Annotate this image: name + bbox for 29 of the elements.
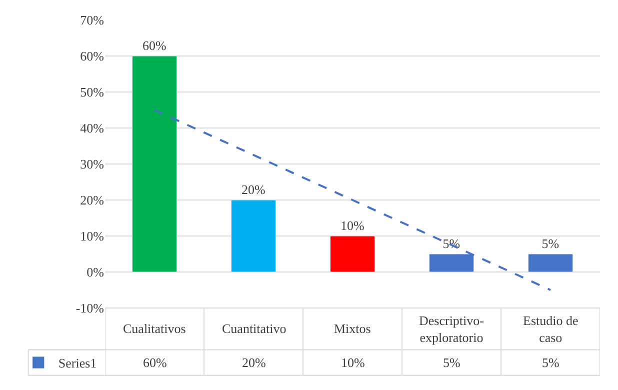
bar [132,56,178,272]
bar [230,200,276,272]
y-tick-label: -10% [76,300,104,316]
y-tick-label: 20% [80,192,104,208]
bar [428,254,474,272]
y-tick-label: 60% [80,48,104,64]
x-tick-label: Cualitativos [123,321,186,336]
x-tick-label: Estudio de caso [523,313,578,345]
bar [330,236,376,272]
y-tick-label: 40% [80,120,104,136]
y-tick-label: 70% [80,12,104,28]
y-tick-label: 30% [80,156,104,172]
x-tick-label: Descriptivo-exploratorio [419,313,484,345]
data-label: 5% [542,355,560,370]
bar [528,254,574,272]
text: 20% [242,182,266,197]
data-label: 20% [242,355,266,370]
data-label: 10% [341,355,365,370]
y-tick-label: 10% [80,228,104,244]
x-tick-label: Mixtos [334,321,371,336]
y-tick-label: 50% [80,84,104,100]
text: 5% [542,236,560,251]
text: 60% [142,38,166,53]
data-label: 60% [143,355,167,370]
x-tick-label: Cuantitativo [222,321,286,336]
data-label: 5% [443,355,460,370]
y-tick-label: 0% [86,264,104,280]
legend-label: Series1 [58,356,97,371]
text: 10% [340,218,364,233]
